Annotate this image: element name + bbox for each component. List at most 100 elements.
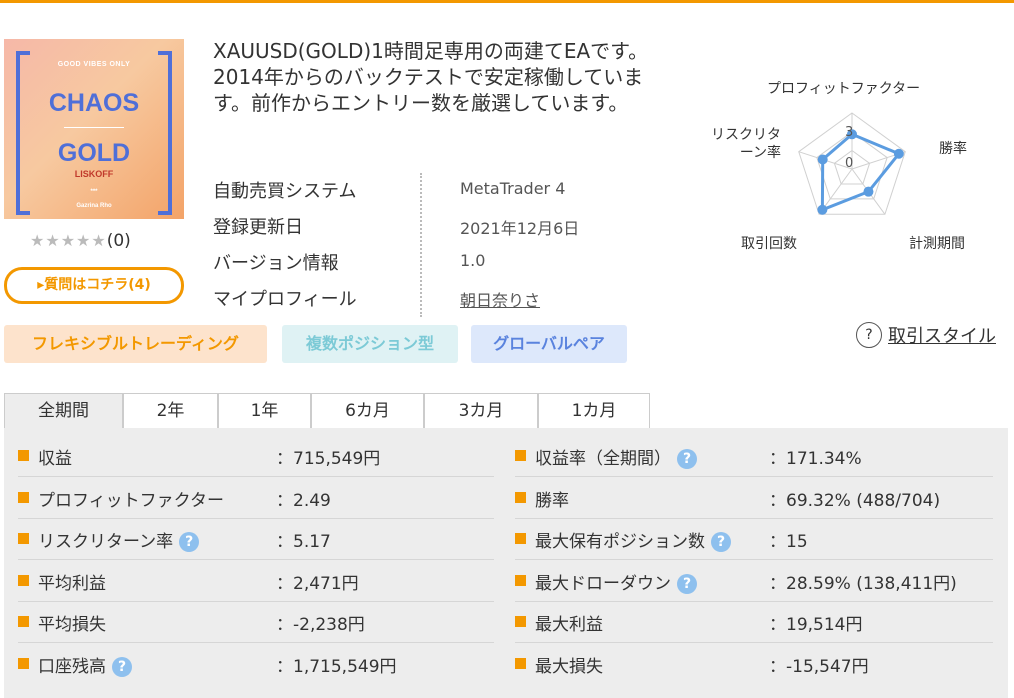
help-icon[interactable]: ?	[179, 532, 200, 552]
radar-scale-3: 3	[845, 125, 854, 140]
radar-series-polygon	[820, 132, 902, 212]
stat-bullet	[18, 491, 29, 503]
cover-bracket-right	[158, 51, 172, 215]
cover-mark: ***	[90, 189, 98, 195]
info-value: MetaTrader 4	[460, 179, 566, 198]
stat-bullet	[18, 450, 29, 461]
stat-divider	[18, 642, 494, 643]
radar-label-risk-return: リスクリターン率	[711, 127, 781, 161]
tab-1-month[interactable]: 1カ月	[538, 393, 650, 429]
stat-row: 勝率 ：69.32% (488/704)	[515, 478, 1000, 519]
tag-flexible-trading[interactable]: フレキシブルトレーディング	[4, 325, 267, 363]
stat-value: ：15	[769, 532, 808, 552]
rating-stars: ★★★★★(0)	[30, 231, 131, 251]
radar-svg	[798, 112, 906, 215]
cover-title-gold: GOLD	[57, 139, 131, 167]
stat-value: ：5.17	[276, 532, 331, 552]
stat-label: 最大ドローダウン?	[535, 569, 697, 594]
stat-bullet	[515, 533, 526, 544]
info-key: 自動売買システム	[213, 181, 357, 202]
radar-scale-0: 0	[845, 156, 854, 171]
radar-point-bottom_right	[863, 186, 874, 197]
stat-label: 最大損失	[535, 656, 603, 677]
tab-2-years[interactable]: 2年	[123, 393, 218, 429]
stat-divider	[18, 517, 494, 519]
questions-button[interactable]: ▸質問はコチラ(4)	[4, 267, 184, 304]
help-icon[interactable]: ?	[677, 573, 697, 594]
question-circle-icon: ?	[856, 322, 882, 348]
stat-value: ：2,471円	[276, 573, 359, 594]
stat-value: ：69.32% (488/704)	[769, 490, 941, 511]
stat-value: ：2.49	[276, 490, 331, 511]
tab-1-year[interactable]: 1年	[218, 393, 311, 429]
info-key: 登録更新日	[213, 217, 303, 238]
stat-divider	[515, 559, 993, 560]
tab-all-period[interactable]: 全期間	[4, 393, 123, 430]
product-description: XAUUSD(GOLD)1時間足専用の両建てEAです。2014年からのバックテス…	[213, 39, 649, 115]
stat-bullet	[18, 574, 29, 586]
performance-radar-chart: プロフィットファクター 勝率 計測期間 取引回数 リスクリターン率 3 0	[705, 76, 995, 256]
info-key: マイプロフィール	[213, 289, 357, 310]
radar-label-period: 計測期間	[909, 236, 965, 252]
trade-style-link[interactable]: ? 取引スタイル	[856, 322, 996, 348]
cover-title-chaos: CHAOS	[48, 89, 140, 117]
radar-point-left	[817, 154, 828, 165]
tag-global-pair[interactable]: グローバルペア	[471, 325, 627, 363]
stat-row: 最大ドローダウン? ：28.59% (138,411円)	[515, 561, 1000, 602]
stat-divider	[18, 476, 494, 477]
info-value: 1.0	[460, 251, 486, 270]
stat-bullet	[515, 616, 526, 627]
stat-row: 口座残高? ：1,715,549円	[18, 644, 488, 684]
stat-divider	[515, 642, 993, 643]
rating-count: (0)	[106, 231, 131, 251]
radar-label-trades: 取引回数	[741, 236, 797, 252]
stat-value: ：19,514円	[769, 615, 863, 635]
stat-value: ：28.59% (138,411円)	[769, 573, 957, 594]
stat-divider	[515, 517, 993, 519]
stat-row: 最大保有ポジション数? ：15	[515, 519, 1000, 560]
cover-brand: LISKOFF	[74, 169, 114, 179]
radar-point-right	[893, 148, 904, 159]
trade-style-label[interactable]: 取引スタイル	[888, 326, 996, 347]
stat-row: 平均利益 ：2,471円	[18, 561, 494, 602]
stat-label: 平均利益	[38, 573, 106, 594]
tab-6-months[interactable]: 6カ月	[311, 393, 424, 429]
stat-bullet	[18, 657, 29, 669]
stat-divider	[18, 559, 494, 560]
stat-row: プロフィットファクター ：2.49	[18, 478, 494, 519]
stat-label: 収益	[38, 449, 72, 469]
stat-row: リスクリターン率? ：5.17	[18, 519, 494, 560]
top-accent-bar	[0, 0, 1014, 3]
product-cover-image[interactable]: GOOD VIBES ONLY CHAOS GOLD LISKOFF *** G…	[4, 39, 184, 219]
cover-divider	[64, 127, 124, 128]
stat-bullet	[18, 533, 29, 544]
stat-value: ：1,715,549円	[276, 656, 397, 677]
profile-link[interactable]: 朝日奈りさ	[460, 291, 541, 310]
stat-bullet	[515, 574, 526, 586]
info-value: 2021年12月6日	[460, 219, 580, 238]
stat-row: 平均損失 ：-2,238円	[18, 602, 494, 643]
stat-value: ：715,549円	[276, 449, 381, 469]
radar-label-win-rate: 勝率	[939, 141, 967, 157]
stat-bullet	[18, 616, 29, 627]
stat-label: 平均損失	[38, 615, 106, 635]
tab-3-months[interactable]: 3カ月	[424, 393, 538, 429]
stat-label: プロフィットファクター	[38, 490, 224, 511]
stat-bullet	[515, 657, 526, 669]
stat-label: 最大利益	[535, 615, 603, 635]
help-icon[interactable]: ?	[677, 449, 697, 469]
stat-divider	[515, 600, 993, 602]
stat-value: ：-15,547円	[769, 656, 869, 677]
radar-grid-ring-0	[798, 112, 906, 215]
radar-point-bottom_left	[817, 204, 828, 215]
info-key: バージョン情報	[213, 253, 339, 274]
tag-multi-position[interactable]: 複数ポジション型	[282, 325, 458, 363]
radar-point-top	[847, 129, 857, 140]
stat-bullet	[515, 491, 526, 503]
stat-label: 勝率	[535, 490, 569, 511]
stat-row: 最大利益 ：19,514円	[515, 602, 1000, 643]
help-icon[interactable]: ?	[112, 656, 132, 677]
stat-divider	[18, 600, 494, 602]
help-icon[interactable]: ?	[711, 532, 731, 552]
stat-divider	[515, 476, 993, 477]
